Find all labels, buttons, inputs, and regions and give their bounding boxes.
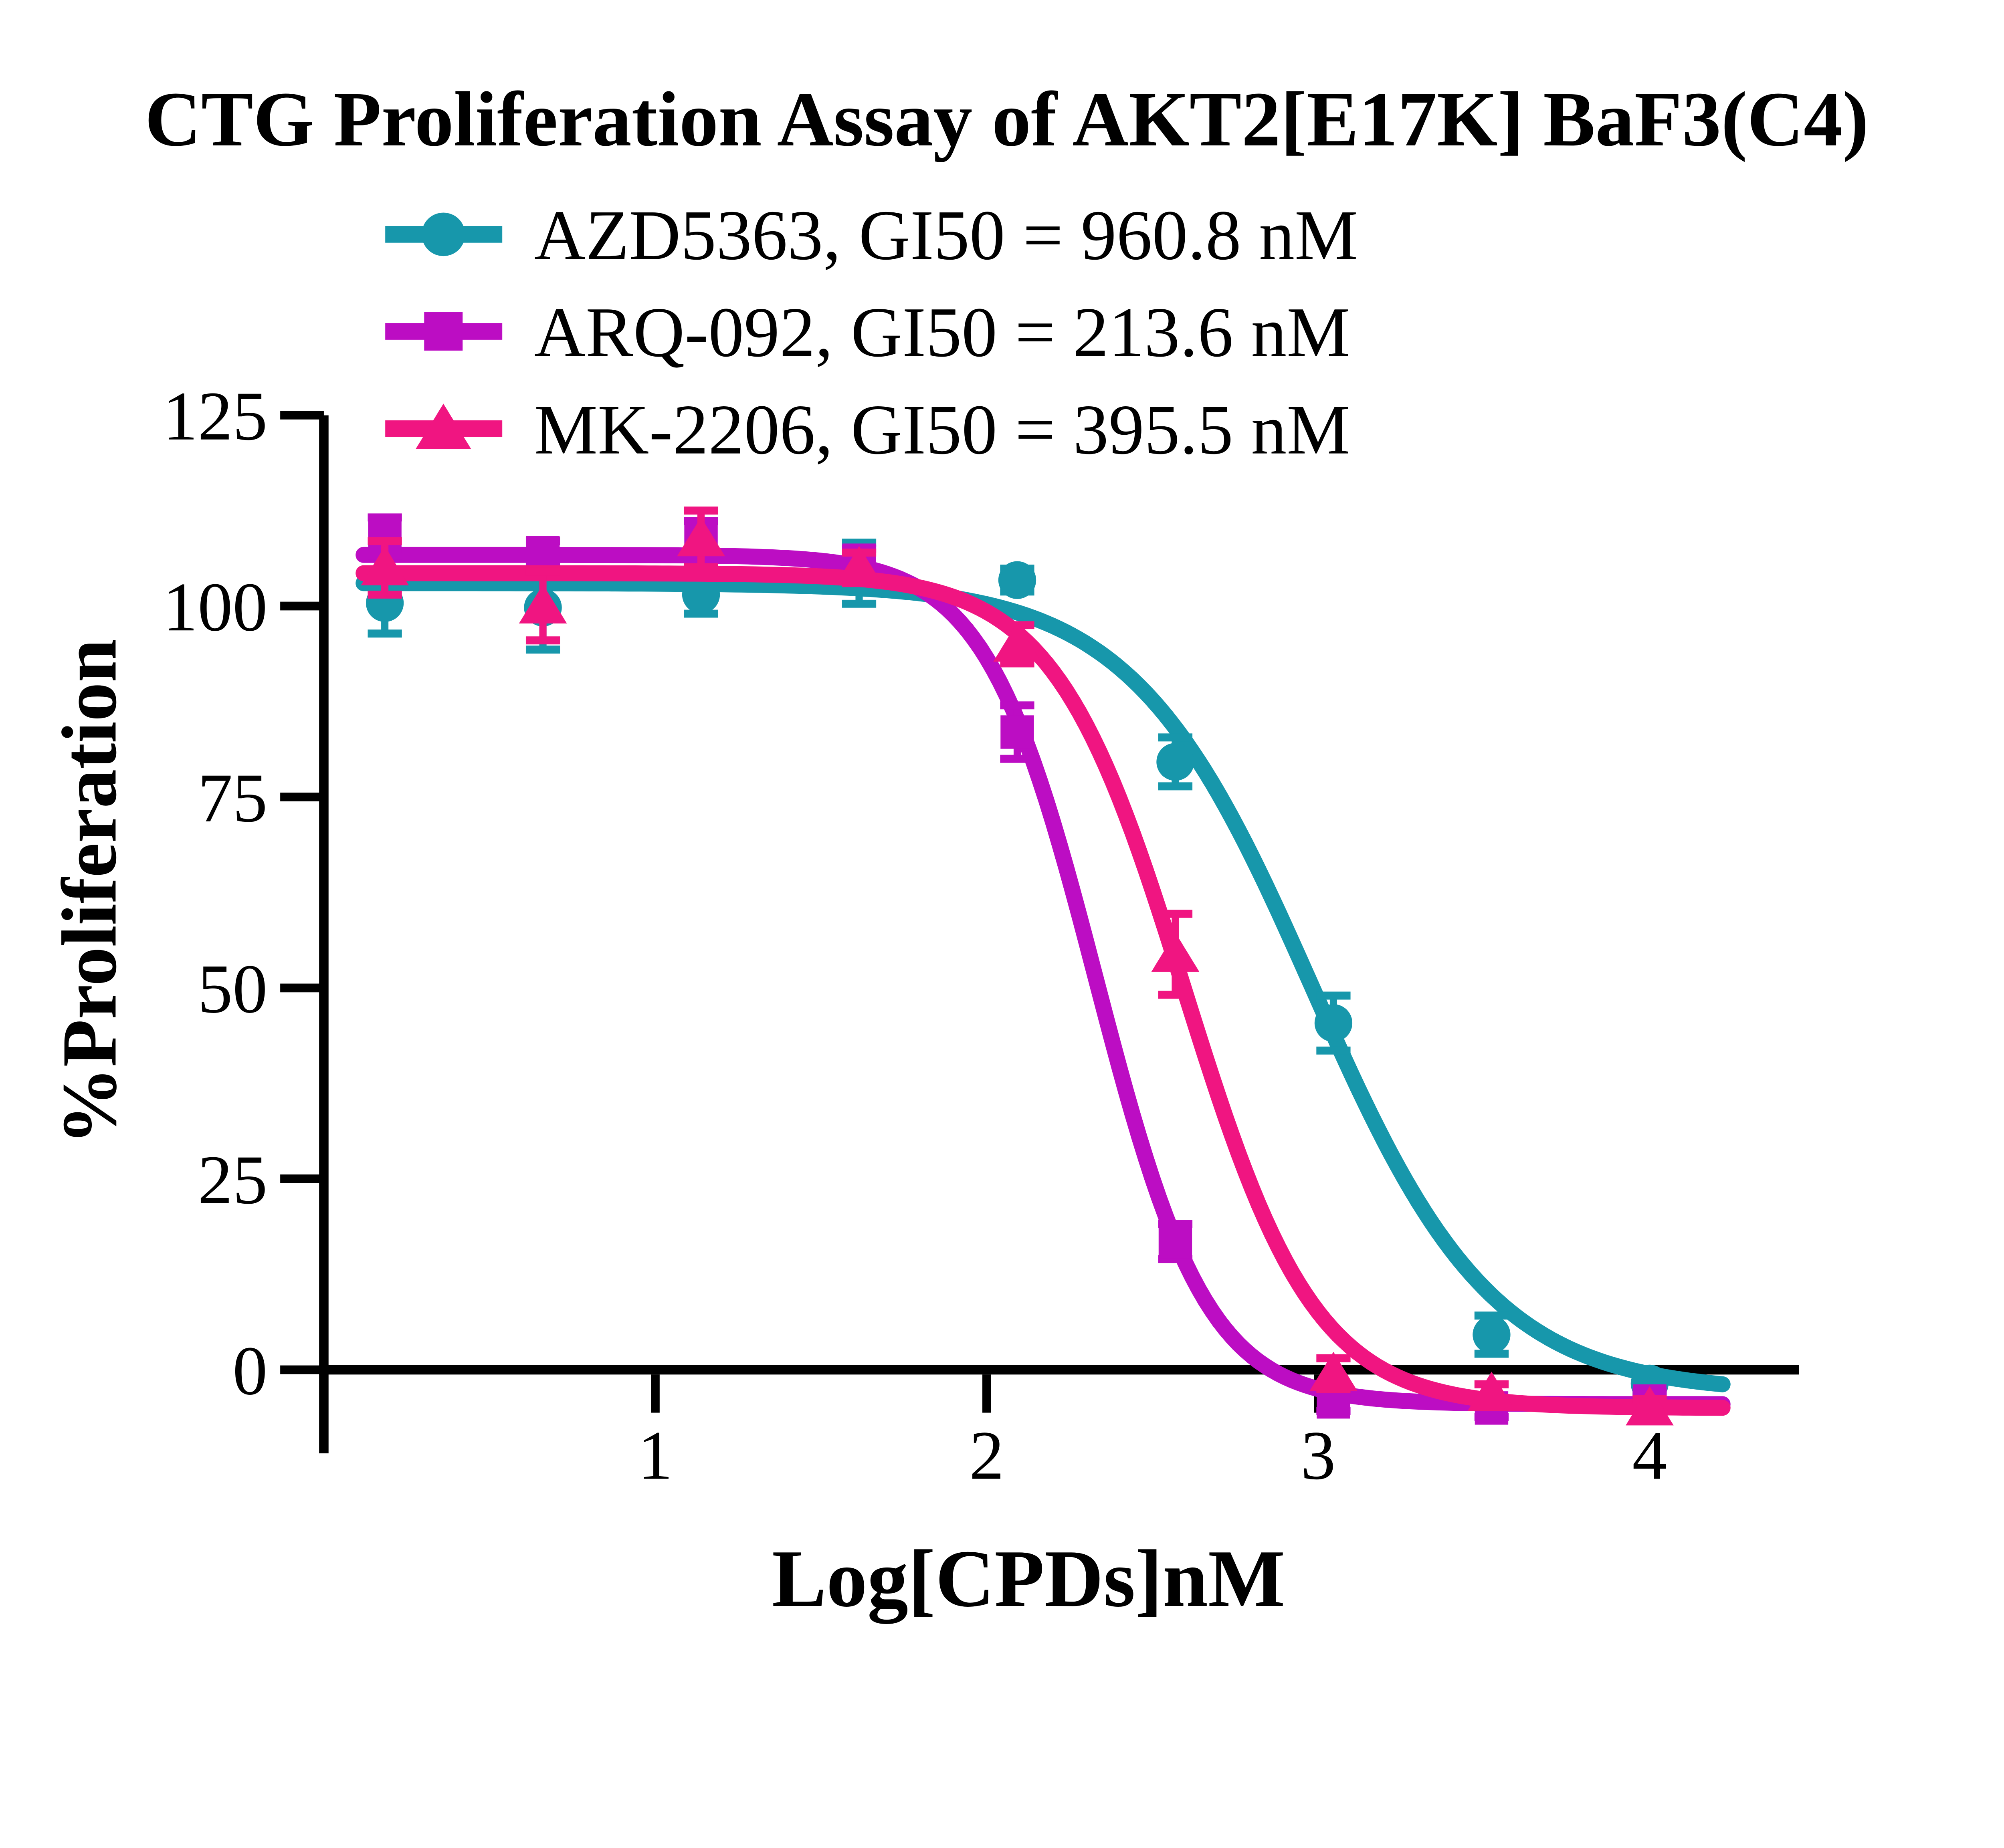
data-point-marker-circle <box>1473 1315 1511 1354</box>
y-tick-label: 75 <box>198 759 267 837</box>
data-point-marker-circle <box>998 561 1036 599</box>
legend-item-arq-092: ARQ-092, GI50 = 213.6 nM <box>385 293 1350 372</box>
data-point-marker-circle <box>1156 743 1194 781</box>
legend: AZD5363, GI50 = 960.8 nM ARQ-092, GI50 = … <box>385 196 1358 469</box>
fit-curve-mk-2206 <box>356 565 1731 1416</box>
x-tick-label: 2 <box>969 1417 1004 1494</box>
y-tick-label: 125 <box>163 377 267 455</box>
data-point-marker-triangle <box>1309 1352 1358 1391</box>
x-tick-label: 4 <box>1632 1417 1667 1494</box>
data-point-marker-triangle <box>1626 1386 1674 1426</box>
chart-title: CTG Proliferation Assay of AKT2[E17K] Ba… <box>145 76 1869 163</box>
y-tick-label: 0 <box>232 1332 267 1409</box>
x-axis-label: Log[CPDs]nM <box>772 1533 1285 1624</box>
data-point-marker-square <box>526 536 560 569</box>
legend-label: ARQ-092, GI50 = 213.6 nM <box>534 293 1350 372</box>
data-point-marker-triangle <box>835 546 883 585</box>
data-point-marker-triangle <box>416 403 471 449</box>
y-tick-label: 100 <box>163 568 267 646</box>
series-mk-2206 <box>356 506 1731 1426</box>
legend-label: AZD5363, GI50 = 960.8 nM <box>534 196 1358 275</box>
dose-response-chart: 0 25 50 75 100 125 1 2 3 4 Log[CPDs]nM %Proliferati… <box>46 76 1869 1624</box>
y-tick-label: 25 <box>198 1141 267 1219</box>
y-tick-label: 50 <box>198 950 267 1027</box>
data-point-marker-square <box>1000 715 1034 749</box>
legend-item-azd5363: AZD5363, GI50 = 960.8 nM <box>385 196 1358 275</box>
data-point-marker-square <box>424 312 463 351</box>
data-point-marker-triangle <box>519 584 567 624</box>
data-point-marker-square <box>1158 1225 1192 1259</box>
x-tick-label: 1 <box>638 1417 673 1494</box>
data-point-marker-circle <box>422 212 465 256</box>
legend-label: MK-2206, GI50 = 395.5 nM <box>534 391 1350 469</box>
data-point-marker-triangle <box>993 622 1041 662</box>
data-point-marker-circle <box>682 575 720 614</box>
y-axis-label: %Proliferation <box>46 639 133 1145</box>
data-point-marker-triangle <box>361 546 409 585</box>
data-point-marker-triangle <box>1467 1372 1516 1411</box>
data-point-marker-triangle <box>1151 932 1200 972</box>
x-tick-label: 3 <box>1301 1417 1335 1494</box>
fit-curve-azd5363 <box>356 575 1731 1392</box>
legend-item-mk-2206: MK-2206, GI50 = 395.5 nM <box>385 391 1350 469</box>
figure-container: 0 25 50 75 100 125 1 2 3 4 Log[CPDs]nM %Proliferati… <box>46 76 1869 1624</box>
fit-curve-arq-092 <box>356 547 1731 1412</box>
data-point-marker-triangle <box>677 517 725 557</box>
data-point-marker-circle <box>1314 1004 1353 1042</box>
